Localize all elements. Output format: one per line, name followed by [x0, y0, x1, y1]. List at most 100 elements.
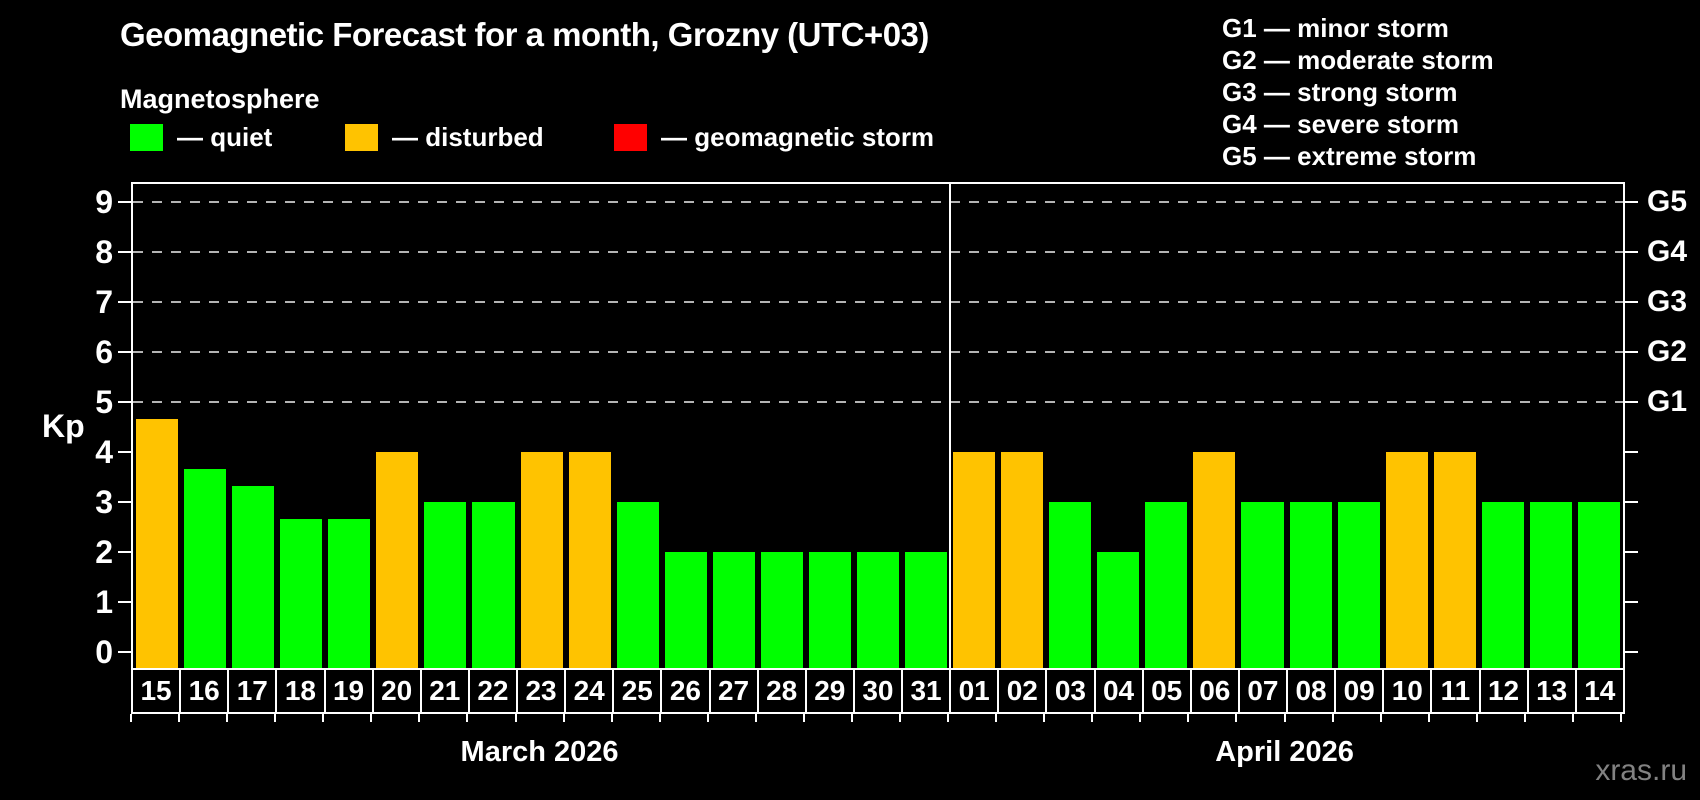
storm-color-swatch	[614, 124, 647, 151]
date-cell: 03	[1047, 670, 1096, 712]
date-cell: 18	[277, 670, 326, 712]
x-axis-tick	[995, 714, 997, 722]
x-axis-tick	[803, 714, 805, 722]
y-axis-tick-label: 5	[95, 384, 113, 420]
date-cell: 28	[759, 670, 807, 712]
x-axis-tick	[130, 714, 132, 722]
y-axis-tick-label: 2	[95, 534, 113, 570]
kp-bar	[856, 552, 900, 668]
kp-bar	[808, 552, 851, 668]
legend-item-quiet: — quiet	[130, 122, 272, 153]
date-axis-row: 15 16 17 18 19 20 21 22 23 24 25 26 27 28 29 30 31 01 02 03…	[131, 668, 1625, 714]
kp-bar	[232, 485, 275, 668]
date-cell: 17	[229, 670, 278, 712]
y-axis-tick-label: 0	[95, 634, 113, 670]
x-axis-tick	[226, 714, 228, 722]
date-cell: 13	[1529, 670, 1577, 712]
x-axis-tick	[1235, 714, 1237, 722]
g-scale-line: G3 — strong storm	[1222, 77, 1458, 107]
date-cell: 31	[903, 670, 952, 712]
y-axis-tick	[118, 501, 131, 503]
y-axis-tick-label: 1	[95, 584, 113, 620]
g-axis-label: G1	[1647, 385, 1688, 418]
x-axis-tick	[1043, 714, 1045, 722]
kp-bar	[1529, 502, 1572, 668]
date-cell: 11	[1432, 670, 1481, 712]
y-axis-tick	[118, 551, 131, 553]
y-axis-tick	[118, 201, 131, 203]
kp-bar	[1097, 552, 1140, 668]
kp-bar	[424, 502, 467, 668]
month-separator-line	[949, 184, 952, 668]
kp-gridline	[133, 301, 1623, 303]
date-cell: 19	[326, 670, 374, 712]
date-cell: 22	[470, 670, 518, 712]
legend-label: — geomagnetic storm	[661, 122, 935, 152]
y-axis-tick	[1625, 301, 1638, 303]
date-cell: 23	[518, 670, 567, 712]
kp-bar	[1289, 502, 1332, 668]
date-cell: 21	[422, 670, 470, 712]
y-axis-tick	[118, 301, 131, 303]
x-axis-tick	[707, 714, 709, 722]
y-axis-tick	[1625, 501, 1638, 503]
date-cell: 16	[181, 670, 230, 712]
x-axis-tick	[659, 714, 661, 722]
legend-item-storm: — geomagnetic storm	[614, 122, 934, 153]
watermark-link[interactable]: xras.ru	[1595, 754, 1687, 787]
kp-bar	[376, 452, 419, 668]
kp-bar	[328, 518, 371, 668]
kp-gridline	[133, 401, 1623, 403]
g-axis-label: G2	[1647, 335, 1688, 368]
chart-title: Geomagnetic Forecast for a month, Grozny…	[120, 16, 929, 53]
y-axis-tick	[118, 401, 131, 403]
kp-gridline	[133, 251, 1623, 253]
y-axis-tick	[1625, 551, 1638, 553]
kp-bar	[568, 452, 611, 668]
x-axis-tick	[1524, 714, 1526, 722]
y-axis-tick	[118, 451, 131, 453]
x-axis-tick	[1332, 714, 1334, 722]
x-axis-tick	[1476, 714, 1478, 722]
g-scale-line: G2 — moderate storm	[1222, 45, 1494, 75]
kp-bar	[760, 552, 803, 668]
date-cell: 25	[614, 670, 663, 712]
x-axis-tick	[274, 714, 276, 722]
kp-gridline	[133, 351, 1623, 353]
date-cell: 05	[1144, 670, 1192, 712]
x-axis-tick	[899, 714, 901, 722]
x-axis-tick	[611, 714, 613, 722]
legend-label: — quiet	[177, 122, 273, 152]
kp-bar	[1385, 452, 1428, 668]
date-cell: 01	[951, 670, 1000, 712]
y-axis-tick	[118, 651, 131, 653]
y-axis-tick-label: 7	[95, 284, 113, 320]
x-axis-tick	[563, 714, 565, 722]
kp-bar	[280, 518, 323, 668]
g-axis-label: G3	[1647, 285, 1688, 318]
kp-bar	[1241, 502, 1284, 668]
month-label: March 2026	[460, 736, 619, 768]
kp-bar	[905, 552, 948, 668]
kp-bar	[1337, 502, 1380, 668]
date-cell: 15	[133, 670, 182, 712]
y-axis-tick	[118, 601, 131, 603]
kp-bar	[472, 502, 515, 668]
x-axis-tick	[1091, 714, 1093, 722]
y-axis-tick	[1625, 201, 1638, 203]
kp-bar	[712, 552, 755, 668]
date-cell: 24	[566, 670, 615, 712]
g-axis-label: G4	[1647, 235, 1688, 268]
date-cell: 07	[1240, 670, 1288, 712]
y-axis-tick-label: 3	[95, 484, 113, 520]
date-cell: 29	[807, 670, 855, 712]
y-axis-tick	[1625, 351, 1638, 353]
g-scale-line: G1 — minor storm	[1222, 13, 1449, 43]
month-label: April 2026	[1215, 736, 1354, 768]
kp-bar	[1577, 502, 1620, 668]
y-axis-tick	[1625, 651, 1638, 653]
plot-area: G1 G2 G3 G4 G5 0 1 2 3 4 5 6 7 8 9	[95, 182, 1687, 670]
g-axis-label: G5	[1647, 185, 1688, 218]
date-cell: 10	[1384, 670, 1433, 712]
g-scale-line: G5 — extreme storm	[1222, 141, 1477, 171]
